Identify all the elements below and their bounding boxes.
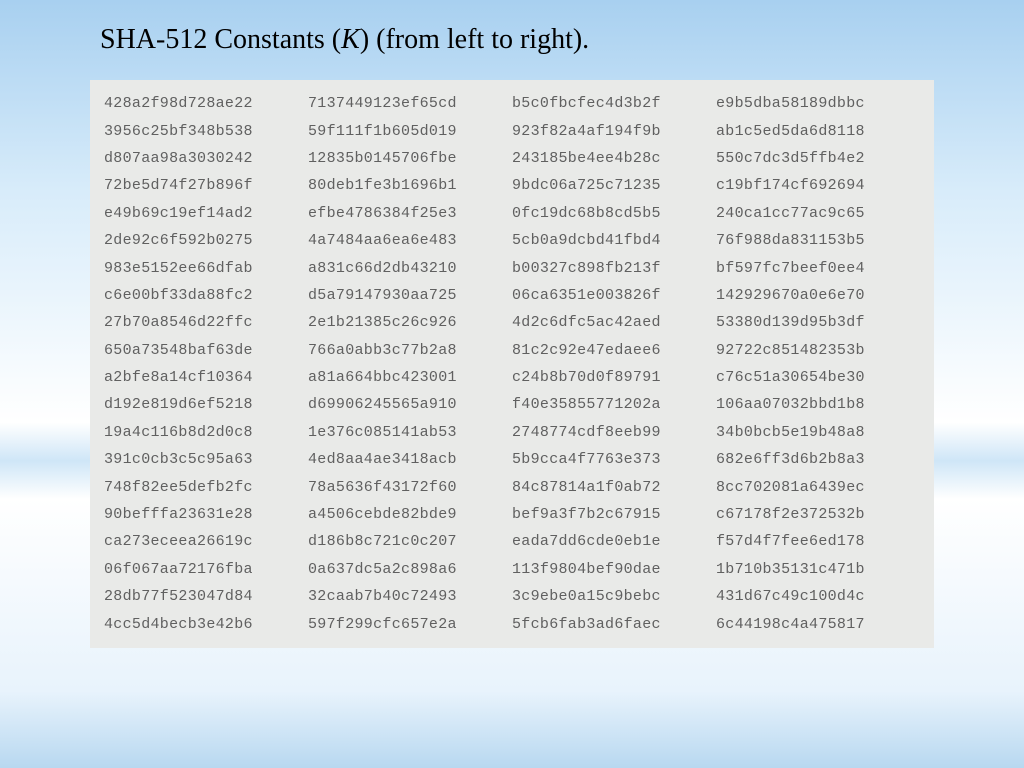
constant-cell: 5b9cca4f7763e373: [512, 451, 716, 468]
constant-cell: a2bfe8a14cf10364: [104, 369, 308, 386]
constant-cell: 28db77f523047d84: [104, 588, 308, 605]
constant-cell: 76f988da831153b5: [716, 232, 920, 249]
constant-cell: 5cb0a9dcbd41fbd4: [512, 232, 716, 249]
constant-cell: 428a2f98d728ae22: [104, 95, 308, 112]
constant-cell: 78a5636f43172f60: [308, 479, 512, 496]
constant-cell: 0a637dc5a2c898a6: [308, 561, 512, 578]
constant-cell: 1b710b35131c471b: [716, 561, 920, 578]
constant-cell: 06f067aa72176fba: [104, 561, 308, 578]
constant-cell: 32caab7b40c72493: [308, 588, 512, 605]
constant-cell: f57d4f7fee6ed178: [716, 533, 920, 550]
constant-cell: e9b5dba58189dbbc: [716, 95, 920, 112]
constant-cell: 4d2c6dfc5ac42aed: [512, 314, 716, 331]
title-suffix: ) (from left to right).: [360, 24, 589, 55]
title-prefix: SHA-512 Constants (: [100, 24, 341, 55]
constant-cell: efbe4786384f25e3: [308, 205, 512, 222]
constant-cell: d192e819d6ef5218: [104, 396, 308, 413]
constant-cell: d69906245565a910: [308, 396, 512, 413]
constant-cell: d807aa98a3030242: [104, 150, 308, 167]
constant-cell: e49b69c19ef14ad2: [104, 205, 308, 222]
constant-cell: c24b8b70d0f89791: [512, 369, 716, 386]
constant-cell: f40e35855771202a: [512, 396, 716, 413]
constant-cell: a4506cebde82bde9: [308, 506, 512, 523]
constant-cell: 53380d139d95b3df: [716, 314, 920, 331]
constant-cell: 0fc19dc68b8cd5b5: [512, 205, 716, 222]
constant-cell: ca273eceea26619c: [104, 533, 308, 550]
constant-cell: 59f111f1b605d019: [308, 123, 512, 140]
constant-cell: 90befffa23631e28: [104, 506, 308, 523]
constant-cell: c67178f2e372532b: [716, 506, 920, 523]
constant-cell: 142929670a0e6e70: [716, 287, 920, 304]
constant-cell: 1e376c085141ab53: [308, 424, 512, 441]
constant-cell: d5a79147930aa725: [308, 287, 512, 304]
constant-cell: 3956c25bf348b538: [104, 123, 308, 140]
constants-panel: 428a2f98d728ae227137449123ef65cdb5c0fbcf…: [90, 80, 934, 648]
constant-cell: 2de92c6f592b0275: [104, 232, 308, 249]
constant-cell: 682e6ff3d6b2b8a3: [716, 451, 920, 468]
constant-cell: 650a73548baf63de: [104, 342, 308, 359]
constant-cell: 243185be4ee4b28c: [512, 150, 716, 167]
constant-cell: eada7dd6cde0eb1e: [512, 533, 716, 550]
constant-cell: 3c9ebe0a15c9bebc: [512, 588, 716, 605]
constant-cell: bf597fc7beef0ee4: [716, 260, 920, 277]
constant-cell: 4a7484aa6ea6e483: [308, 232, 512, 249]
page-title: SHA-512 Constants (K) (from left to righ…: [100, 24, 589, 56]
constant-cell: 8cc702081a6439ec: [716, 479, 920, 496]
title-k: K: [341, 24, 360, 55]
constant-cell: 431d67c49c100d4c: [716, 588, 920, 605]
constant-cell: d186b8c721c0c207: [308, 533, 512, 550]
constant-cell: c6e00bf33da88fc2: [104, 287, 308, 304]
constant-cell: ab1c5ed5da6d8118: [716, 123, 920, 140]
constant-cell: 7137449123ef65cd: [308, 95, 512, 112]
constant-cell: c19bf174cf692694: [716, 177, 920, 194]
constant-cell: 92722c851482353b: [716, 342, 920, 359]
constant-cell: c76c51a30654be30: [716, 369, 920, 386]
constant-cell: 240ca1cc77ac9c65: [716, 205, 920, 222]
constant-cell: a831c66d2db43210: [308, 260, 512, 277]
constant-cell: 391c0cb3c5c95a63: [104, 451, 308, 468]
constant-cell: 84c87814a1f0ab72: [512, 479, 716, 496]
constant-cell: 923f82a4af194f9b: [512, 123, 716, 140]
constant-cell: 550c7dc3d5ffb4e2: [716, 150, 920, 167]
constant-cell: 113f9804bef90dae: [512, 561, 716, 578]
constant-cell: 748f82ee5defb2fc: [104, 479, 308, 496]
constant-cell: bef9a3f7b2c67915: [512, 506, 716, 523]
constant-cell: 983e5152ee66dfab: [104, 260, 308, 277]
constant-cell: b5c0fbcfec4d3b2f: [512, 95, 716, 112]
constant-cell: a81a664bbc423001: [308, 369, 512, 386]
constant-cell: 106aa07032bbd1b8: [716, 396, 920, 413]
constant-cell: 27b70a8546d22ffc: [104, 314, 308, 331]
constant-cell: 9bdc06a725c71235: [512, 177, 716, 194]
constant-cell: 766a0abb3c77b2a8: [308, 342, 512, 359]
constant-cell: 81c2c92e47edaee6: [512, 342, 716, 359]
constant-cell: 4cc5d4becb3e42b6: [104, 616, 308, 633]
constant-cell: 19a4c116b8d2d0c8: [104, 424, 308, 441]
constant-cell: 6c44198c4a475817: [716, 616, 920, 633]
constant-cell: 2e1b21385c26c926: [308, 314, 512, 331]
constant-cell: 80deb1fe3b1696b1: [308, 177, 512, 194]
constant-cell: b00327c898fb213f: [512, 260, 716, 277]
constant-cell: 4ed8aa4ae3418acb: [308, 451, 512, 468]
constant-cell: 5fcb6fab3ad6faec: [512, 616, 716, 633]
constant-cell: 2748774cdf8eeb99: [512, 424, 716, 441]
constant-cell: 34b0bcb5e19b48a8: [716, 424, 920, 441]
constant-cell: 597f299cfc657e2a: [308, 616, 512, 633]
slide: SHA-512 Constants (K) (from left to righ…: [0, 0, 1024, 768]
constant-cell: 72be5d74f27b896f: [104, 177, 308, 194]
constant-cell: 06ca6351e003826f: [512, 287, 716, 304]
constants-grid: 428a2f98d728ae227137449123ef65cdb5c0fbcf…: [104, 90, 920, 638]
constant-cell: 12835b0145706fbe: [308, 150, 512, 167]
